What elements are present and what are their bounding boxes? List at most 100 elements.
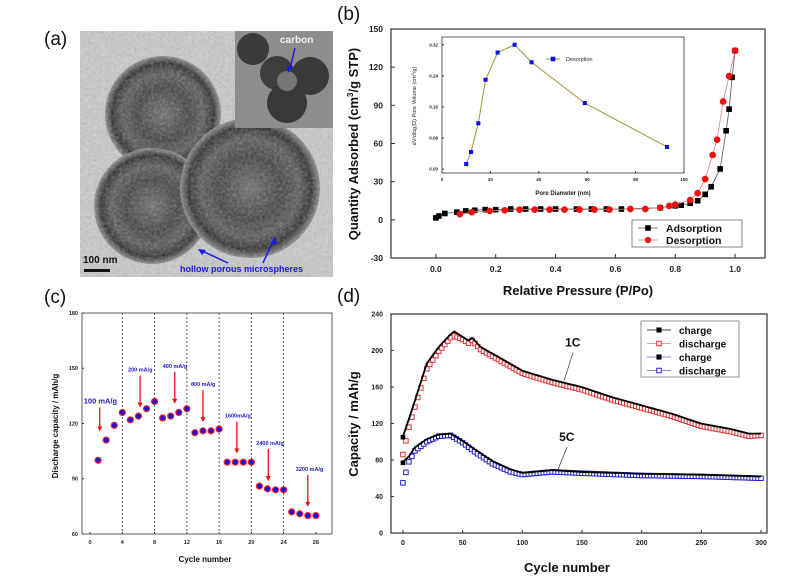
b-point-desorption bbox=[694, 189, 702, 197]
rate-capability-chart: 0 4 8 12 16 20 24 28 60 90 120 150 180 100 mA/g 200 m… bbox=[51, 311, 333, 564]
c-rate-label: 1600mA/g bbox=[225, 413, 251, 419]
c-data-point bbox=[191, 429, 199, 437]
scale-bar bbox=[84, 269, 110, 272]
d-xtick-label: 100 bbox=[516, 540, 528, 547]
b-point-adsorption bbox=[442, 210, 448, 217]
b-ylabel: Quantity Adsorbed (cm3/g STP) bbox=[346, 48, 361, 241]
c-data-point bbox=[231, 458, 239, 466]
c-xtick-label: 12 bbox=[184, 540, 190, 546]
c-data-point bbox=[207, 427, 215, 435]
inset-bg bbox=[442, 37, 684, 173]
d-xtick-label: 0 bbox=[401, 540, 405, 547]
inset-ytick-label: 0.16 bbox=[429, 105, 438, 110]
c-rate-label: 100 mA/g bbox=[84, 396, 118, 405]
inset-point bbox=[665, 144, 670, 150]
c-data-point bbox=[255, 482, 264, 490]
c-xtick-label: 0 bbox=[89, 540, 92, 546]
c-annotation-arrowhead bbox=[305, 501, 311, 507]
b-point-adsorption bbox=[717, 166, 723, 172]
b-legend-box bbox=[631, 219, 743, 248]
d-xtick-label: 50 bbox=[459, 540, 467, 547]
c-ytick-label: 60 bbox=[72, 532, 78, 538]
inset-point bbox=[468, 149, 474, 155]
b-ytick-label: 150 bbox=[369, 24, 383, 34]
c-data-point bbox=[304, 511, 312, 520]
b-point-desorption bbox=[501, 206, 509, 214]
inset-ytick-label: 0.08 bbox=[429, 136, 438, 141]
d-series-1c-discharge-point bbox=[441, 341, 448, 348]
d-series-1c-discharge-point bbox=[433, 352, 439, 359]
b-ytick-label: 60 bbox=[374, 138, 384, 148]
hollow-microspheres-label: hollow porous microspheres bbox=[180, 264, 304, 274]
inset-point bbox=[512, 42, 517, 47]
c-annotation-arrowhead bbox=[137, 402, 143, 408]
scale-bar-label: 100 nm bbox=[83, 255, 118, 266]
c-ytick-label: 150 bbox=[69, 366, 78, 372]
inset-xtick-label: 20 bbox=[488, 177, 494, 182]
c-frame bbox=[81, 312, 333, 535]
inset-ytick-label: 0.32 bbox=[429, 42, 438, 47]
b-point-desorption bbox=[713, 136, 721, 144]
d-ytick-label: 40 bbox=[375, 494, 383, 501]
inset-legend-marker bbox=[550, 56, 556, 62]
b-point-desorption bbox=[665, 202, 673, 210]
inset-point bbox=[464, 162, 469, 167]
c-data-point bbox=[199, 427, 207, 435]
c-xtick-label: 28 bbox=[313, 540, 319, 546]
panel-label-a: (a) bbox=[44, 29, 68, 50]
d-rate-label: 5C bbox=[559, 430, 575, 444]
b-ytick-label: 30 bbox=[374, 177, 384, 187]
b-point-adsorption bbox=[702, 191, 708, 198]
inset-ytick-label: 0.24 bbox=[429, 73, 438, 78]
c-ytick-label: 120 bbox=[69, 421, 78, 427]
b-xtick-label: 0.2 bbox=[490, 264, 502, 274]
cycling-chart: 0 50 100 150 200 250 300 0 40 80 120 160 200 240 1C 5C… bbox=[346, 311, 768, 575]
d-annotation-arrow bbox=[563, 352, 574, 381]
d-series-1c-discharge-point bbox=[430, 357, 436, 363]
b-point-desorption bbox=[731, 47, 739, 54]
d-legend-label: discharge bbox=[679, 367, 727, 378]
b-point-adsorption bbox=[694, 197, 701, 204]
b-point-desorption bbox=[686, 196, 694, 204]
b-point-desorption bbox=[516, 206, 524, 214]
c-data-point bbox=[271, 486, 280, 494]
d-series-1c-discharge-point bbox=[400, 451, 406, 458]
b-point-desorption bbox=[709, 151, 716, 159]
d-xlabel: Cycle number bbox=[524, 560, 610, 575]
c-data-point bbox=[126, 416, 134, 424]
b-point-desorption bbox=[725, 72, 733, 80]
b-point-adsorption bbox=[537, 206, 544, 212]
d-series-1c-charge-point bbox=[400, 434, 406, 440]
inset-xlabel: Pore Diameter (nm) bbox=[535, 191, 590, 197]
b-point-adsorption bbox=[522, 206, 529, 212]
c-data-point bbox=[239, 458, 247, 466]
inset-xtick-label: 40 bbox=[536, 177, 542, 182]
d-rate-label: 1C bbox=[565, 335, 581, 349]
d-legend-marker bbox=[656, 327, 662, 333]
c-annotation-arrowhead bbox=[265, 476, 271, 482]
c-data-point bbox=[167, 412, 175, 420]
d-ytick-label: 160 bbox=[371, 384, 383, 391]
c-data-point bbox=[247, 458, 255, 466]
b-ytick-label: 0 bbox=[378, 215, 383, 225]
b-legend-marker bbox=[644, 236, 652, 244]
d-series-5c-discharge-point bbox=[403, 469, 409, 476]
b-point-adsorption bbox=[436, 213, 442, 219]
c-annotation-arrowhead bbox=[97, 426, 103, 432]
d-ytick-label: 0 bbox=[379, 530, 383, 537]
d-legend-marker bbox=[656, 340, 662, 347]
c-rate-label: 800 mA/g bbox=[191, 382, 215, 388]
isotherm-chart: 0.0 0.2 0.4 0.6 0.8 1.0 -30 0 30 60 90 120 150 0 20 40… bbox=[346, 24, 766, 298]
c-data-point bbox=[312, 511, 320, 520]
b-point-desorption bbox=[719, 98, 727, 105]
inset-frame bbox=[441, 36, 685, 174]
b-ytick-label: -30 bbox=[371, 253, 384, 263]
d-legend-label: discharge bbox=[679, 340, 727, 351]
d-series-5c-charge-line bbox=[402, 432, 762, 478]
c-data-point bbox=[288, 508, 296, 516]
b-point-adsorption bbox=[708, 183, 714, 190]
c-data-point bbox=[110, 421, 118, 429]
d-series-1c-charge-line bbox=[402, 330, 762, 437]
annotation-arrow-1 bbox=[199, 249, 229, 264]
annotation-arrowhead-1 bbox=[198, 249, 206, 255]
